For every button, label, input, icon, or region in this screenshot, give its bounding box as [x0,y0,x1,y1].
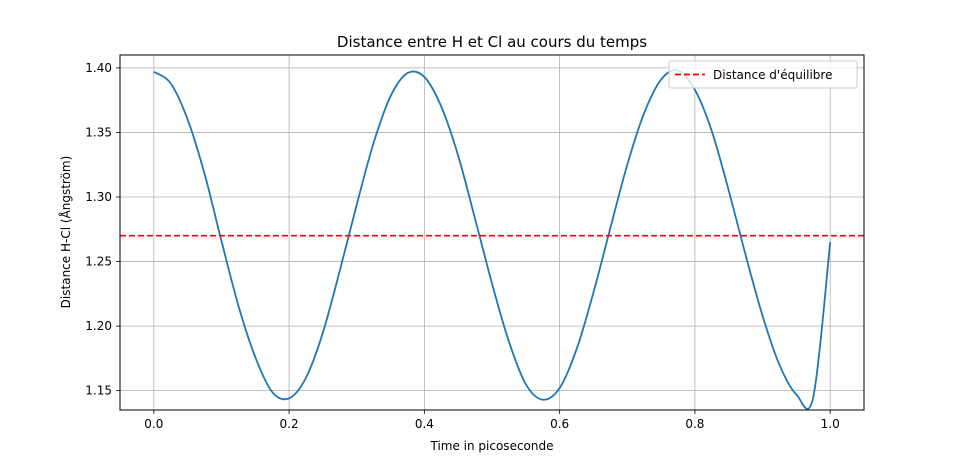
ticks: 0.0 0.2 0.4 0.6 0.8 1.0 1.15 1.20 1.25 1.30 1.35 1.… [85,61,839,431]
chart-title: Distance entre H et Cl au cours du temps [337,33,647,51]
x-tick-label: 0.4 [415,417,434,431]
y-tick-label: 1.25 [85,255,112,269]
x-tick-label: 0.6 [550,417,569,431]
plot-frame [119,54,865,411]
y-axis-label: Distance H-Cl (Ångström) [58,156,73,309]
legend-label-equilibrium: Distance d'équilibre [713,68,832,82]
x-tick-label: 1.0 [821,417,840,431]
y-tick-label: 1.40 [85,61,112,75]
y-tick-label: 1.35 [85,125,112,139]
x-tick-label: 0.2 [280,417,299,431]
x-tick-label: 0.0 [144,417,163,431]
x-tick-label: 0.8 [685,417,704,431]
y-tick-label: 1.15 [85,384,112,398]
x-axis-label: Time in picoseconde [429,439,553,453]
y-tick-label: 1.30 [85,190,112,204]
grid [120,55,864,410]
legend: Distance d'équilibre [668,60,858,89]
series-layer [120,69,864,410]
series-distance-line [153,69,832,410]
y-tick-label: 1.20 [85,319,112,333]
legend-box [668,60,858,89]
